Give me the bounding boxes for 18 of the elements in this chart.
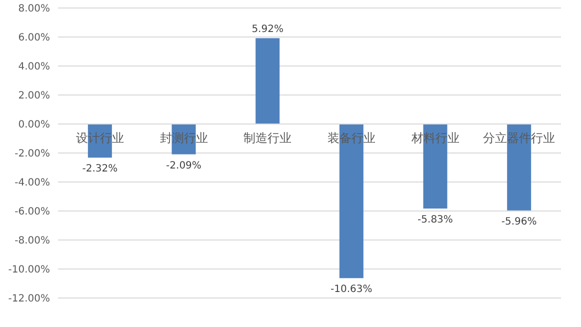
data-label: -2.32% bbox=[82, 164, 118, 175]
data-label: -5.83% bbox=[418, 214, 453, 226]
y-tick-label: -4.00% bbox=[14, 178, 50, 188]
y-tick-label: -6.00% bbox=[14, 206, 50, 218]
y-tick-label: -2.00% bbox=[14, 148, 50, 160]
data-label: 5.92% bbox=[252, 24, 284, 36]
y-tick-label: 6.00% bbox=[18, 32, 50, 44]
y-tick-label: 2.00% bbox=[18, 90, 50, 102]
data-label: -5.96% bbox=[501, 216, 537, 228]
y-tick-label: -8.00% bbox=[14, 236, 50, 246]
data-label: -10.63% bbox=[330, 284, 372, 296]
y-tick-label: 4.00% bbox=[18, 62, 50, 72]
y-tick-label: 0.00% bbox=[18, 120, 50, 130]
data-label: -2.09% bbox=[166, 160, 202, 172]
y-tick-label: -10.00% bbox=[8, 264, 50, 276]
x-tick-label: 制造行业 bbox=[244, 131, 292, 145]
y-tick-label: 8.00% bbox=[18, 4, 50, 14]
y-tick-label: -12.00% bbox=[8, 294, 50, 304]
